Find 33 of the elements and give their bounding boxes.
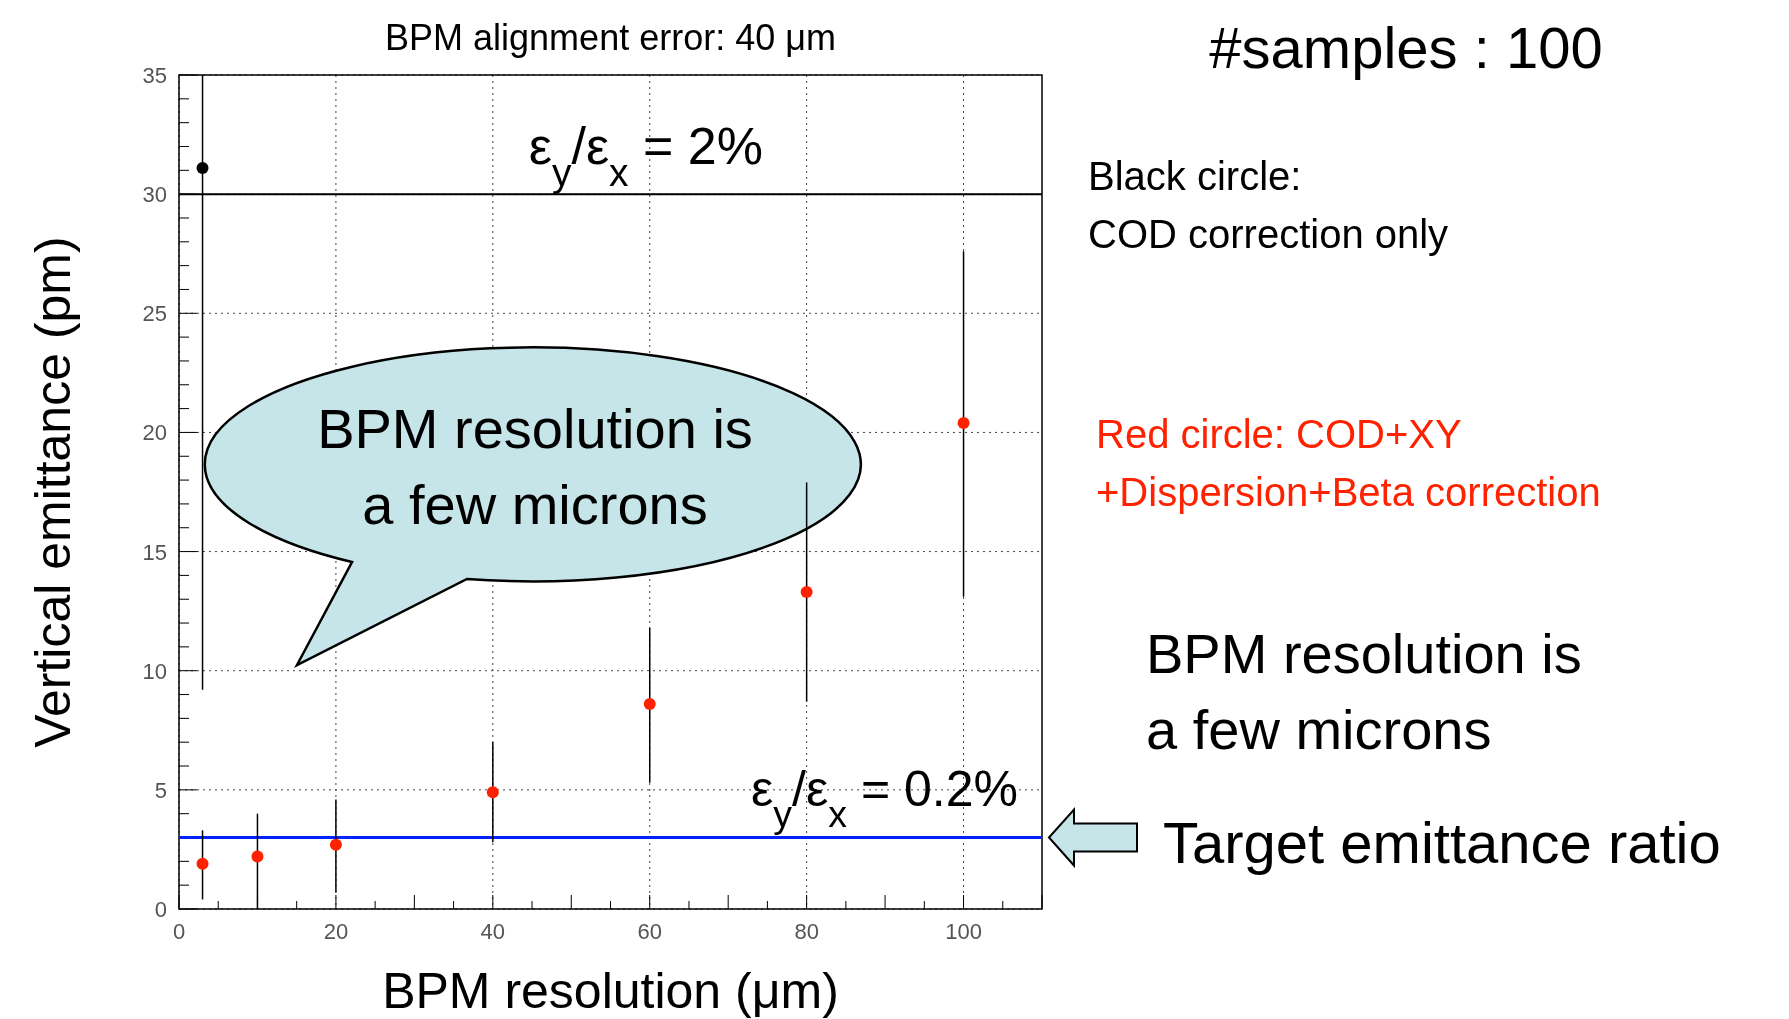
point <box>196 161 209 174</box>
chart-title: BPM alignment error: 40 μm <box>385 17 836 58</box>
point <box>486 786 499 799</box>
x-axis-title: BPM resolution (μm) <box>382 963 839 1019</box>
text: Black circle: COD correction only <box>1088 154 1449 256</box>
y-tick-label: 25 <box>142 301 167 327</box>
x-tick-label: 20 <box>323 919 349 944</box>
y-tick-label: 30 <box>142 182 167 208</box>
point <box>329 838 342 851</box>
annotation: ε$_{y}$/ε$_{x}$ = 0.2% <box>751 760 1018 835</box>
point <box>196 857 209 870</box>
point <box>800 586 813 599</box>
y-axis-title: Vertical emittance (pm) <box>25 236 81 748</box>
annotation: ε$_{y}$/ε$_{x}$ = 2% <box>528 117 763 194</box>
text: #samples : 100 <box>1209 15 1603 80</box>
text: BPM resolution is a few microns <box>1146 622 1582 761</box>
point <box>957 416 970 429</box>
x-tick-label: 0 <box>172 919 186 944</box>
y-tick-label: 35 <box>142 63 167 88</box>
text: Red circle: COD+XY +Dispersion+Beta correction <box>1096 412 1601 514</box>
text: Target emittance ratio <box>1163 809 1721 875</box>
x-tick-label: 80 <box>794 919 819 944</box>
y-tick-label: 15 <box>142 539 167 565</box>
point <box>643 698 656 711</box>
x-tick-label: 60 <box>637 919 662 944</box>
point <box>251 850 264 863</box>
x-tick-label: 40 <box>480 919 506 944</box>
y-tick-label: 5 <box>154 777 167 803</box>
annotation: BPM resolution is a few microns <box>317 397 753 536</box>
y-tick-label: 20 <box>142 420 167 446</box>
y-tick-label: 0 <box>154 897 167 922</box>
y-tick-label: 10 <box>142 658 167 684</box>
x-tick-label: 100 <box>945 919 982 944</box>
